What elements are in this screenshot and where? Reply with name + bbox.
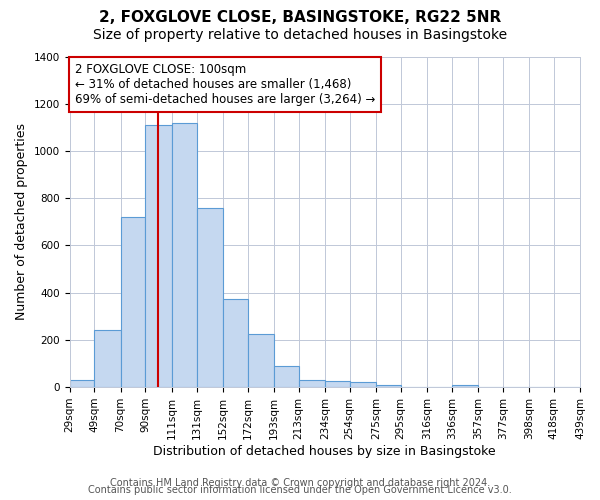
Bar (121, 217, 145, 387)
Y-axis label: Number of detached properties: Number of detached properties (15, 124, 28, 320)
Text: 2, FOXGLOVE CLOSE, BASINGSTOKE, RG22 5NR: 2, FOXGLOVE CLOSE, BASINGSTOKE, RG22 5NR (99, 10, 501, 25)
Text: Contains HM Land Registry data © Crown copyright and database right 2024.: Contains HM Land Registry data © Crown c… (110, 478, 490, 488)
Bar (452, 384, 478, 387)
Bar (145, 125, 172, 387)
Text: Size of property relative to detached houses in Basingstoke: Size of property relative to detached ho… (93, 28, 507, 42)
Text: Contains public sector information licensed under the Open Government Licence v3: Contains public sector information licen… (88, 485, 512, 495)
Bar (70, 380, 94, 387)
Bar (197, 208, 223, 387)
Bar (223, 298, 248, 387)
Bar (299, 380, 325, 387)
X-axis label: Distribution of detached houses by size in Basingstoke: Distribution of detached houses by size … (154, 444, 496, 458)
Bar (350, 382, 376, 387)
Bar (248, 334, 274, 387)
Bar (172, 122, 197, 387)
Bar (94, 330, 121, 387)
Bar (325, 381, 350, 387)
Text: 2 FOXGLOVE CLOSE: 100sqm
← 31% of detached houses are smaller (1,468)
69% of sem: 2 FOXGLOVE CLOSE: 100sqm ← 31% of detach… (74, 63, 375, 106)
Bar (376, 384, 401, 387)
Bar (274, 366, 299, 387)
